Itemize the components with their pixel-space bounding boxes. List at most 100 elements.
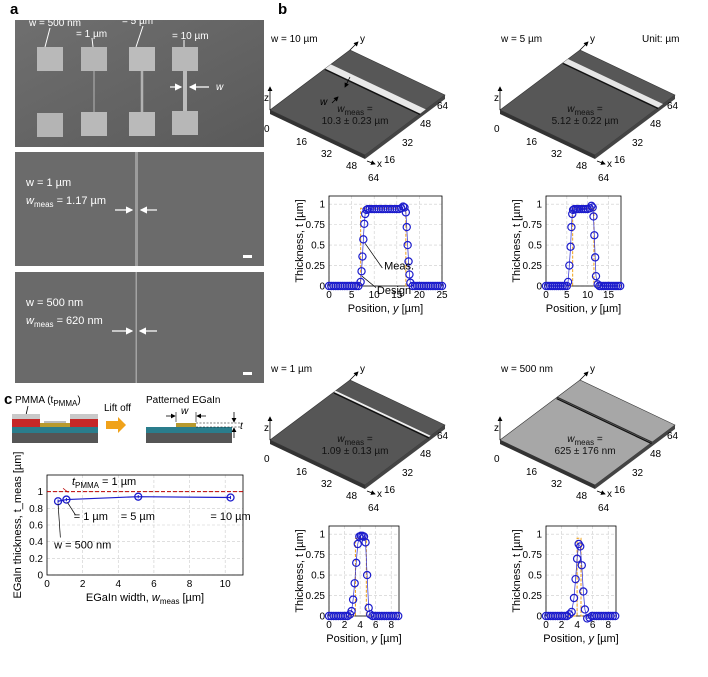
legend-meas: Meas. bbox=[384, 261, 414, 273]
data-point bbox=[611, 611, 620, 621]
bot-meas-label: wmeas = 620 nm bbox=[26, 315, 103, 329]
data-point bbox=[389, 611, 398, 621]
annot-w10: = 10 µm bbox=[210, 511, 250, 523]
pmma-label: PMMA (tPMMA) bbox=[15, 395, 81, 408]
tick-y16: 16 bbox=[384, 485, 396, 496]
annot-w5: = 5 µm bbox=[121, 511, 155, 523]
measured-line bbox=[546, 205, 621, 287]
y-axis-label: y bbox=[590, 34, 595, 45]
tick-y16: 16 bbox=[614, 155, 626, 166]
y-tick-label: 1 bbox=[536, 530, 542, 541]
y-axis-label: Thickness, t [µm] bbox=[511, 529, 523, 612]
tick-y32: 32 bbox=[402, 468, 414, 479]
design-line bbox=[329, 207, 442, 287]
mid-meas-label: wmeas = 1.17 µm bbox=[26, 195, 106, 209]
data-point bbox=[356, 277, 365, 287]
tick-x16: 16 bbox=[526, 137, 538, 148]
stripe-shadow bbox=[324, 69, 421, 116]
data-point bbox=[437, 281, 447, 291]
pad bbox=[172, 111, 198, 135]
x-axis-label: Position, y [µm] bbox=[543, 633, 618, 645]
x-tick-label: 6 bbox=[373, 620, 379, 631]
data-point bbox=[400, 203, 409, 212]
tick-x16: 16 bbox=[296, 467, 308, 478]
data-point bbox=[587, 201, 596, 211]
y-axis-label: Thickness, t [µm] bbox=[511, 199, 523, 282]
data-point bbox=[62, 495, 71, 504]
tick-y64: 64 bbox=[667, 101, 679, 112]
w-arrow-bottom bbox=[331, 96, 339, 104]
tick-y48: 48 bbox=[420, 449, 432, 460]
annot-w500: w = 500 nm bbox=[53, 539, 111, 551]
y-axis-arrow bbox=[349, 371, 359, 381]
x-axis-label: x bbox=[377, 159, 382, 170]
thickness-vs-width-chart: 0 2 4 6 8 10 0 0.2 0.4 0.6 0.8 1 tPMMA = 1 µm w = 500… bbox=[12, 452, 251, 606]
tick-x64: 64 bbox=[368, 173, 380, 184]
x-axis-label: x bbox=[607, 159, 612, 170]
data-point bbox=[348, 595, 358, 604]
y-tick-label: 1 bbox=[536, 200, 542, 211]
liftoff-arrow-icon bbox=[106, 417, 126, 433]
x-axis-label: EGaIn width, wmeas [µm] bbox=[86, 592, 204, 606]
surface-edge bbox=[500, 110, 595, 159]
data-point bbox=[565, 610, 574, 619]
y-tick-label: 0.2 bbox=[29, 554, 43, 565]
x-tick-label: 2 bbox=[342, 620, 348, 631]
data-point bbox=[563, 277, 573, 287]
data-point bbox=[347, 606, 356, 616]
tick-x48: 48 bbox=[346, 491, 358, 502]
data-point bbox=[562, 611, 572, 621]
x-tick-label: 6 bbox=[590, 620, 596, 631]
pad bbox=[37, 47, 63, 71]
tick-y64: 64 bbox=[437, 101, 449, 112]
y-tick-label: 0.5 bbox=[528, 241, 542, 252]
x-tick-label: 0 bbox=[326, 290, 332, 301]
panel-a-label: a bbox=[10, 1, 19, 18]
x-tick-label: 5 bbox=[349, 290, 355, 301]
tick-x48: 48 bbox=[576, 491, 588, 502]
data-point bbox=[588, 203, 597, 212]
data-point bbox=[565, 261, 574, 270]
surface-edge bbox=[270, 440, 365, 489]
profile-chart-5um: 0 5 10 15 0 0.25 0.5 0.75 1 Position, y [µm] Thick… bbox=[511, 195, 625, 315]
data-point bbox=[571, 574, 580, 584]
data-point bbox=[358, 252, 367, 261]
tick-x48: 48 bbox=[576, 161, 588, 172]
data-point bbox=[567, 222, 576, 232]
surface-edge bbox=[365, 95, 445, 159]
tick-y64: 64 bbox=[667, 431, 679, 442]
data-point bbox=[357, 267, 366, 276]
x-tick-label: 6 bbox=[151, 579, 157, 590]
data-point bbox=[361, 538, 370, 547]
meas-label: wmeas = bbox=[337, 434, 373, 447]
surface-plot-500nm: w = 500 nm y z x 0 16 32 48 64 64 48 32 16 wmeas =625… bbox=[494, 364, 679, 514]
bot-w-label: w = 500 nm bbox=[25, 297, 83, 309]
data-point bbox=[350, 579, 359, 588]
y-tick-label: 0.25 bbox=[306, 261, 326, 272]
z-axis-label: z bbox=[264, 93, 269, 104]
label-w-arrow: w bbox=[216, 82, 224, 93]
x-tick-label: 0 bbox=[44, 579, 50, 590]
y-axis-arrow bbox=[349, 41, 359, 51]
surface-edge bbox=[365, 425, 445, 489]
data-point bbox=[608, 611, 618, 621]
data-point bbox=[589, 212, 598, 221]
x-tick-label: 4 bbox=[574, 620, 580, 631]
egain-stripe bbox=[334, 390, 431, 437]
data-point bbox=[590, 253, 600, 262]
annot-pointer bbox=[67, 502, 76, 516]
stripe-shadow bbox=[556, 397, 652, 445]
w-arrow-top bbox=[344, 76, 351, 88]
meas-value: 10.3 ± 0.23 µm bbox=[322, 116, 389, 127]
label-w5: = 5 µm bbox=[122, 16, 153, 27]
meas-value: 625 ± 176 nm bbox=[554, 446, 615, 457]
tpmma-label: tPMMA = 1 µm bbox=[72, 476, 136, 490]
y-axis-label: y bbox=[360, 34, 365, 45]
tick-0: 0 bbox=[494, 124, 500, 135]
data-point bbox=[341, 611, 350, 621]
tpmma-pointer bbox=[62, 488, 69, 493]
y-axis-label: Thickness, t [µm] bbox=[294, 199, 306, 282]
surface-edge bbox=[270, 110, 365, 159]
data-point bbox=[360, 209, 370, 219]
x-tick-label: 15 bbox=[603, 290, 615, 301]
